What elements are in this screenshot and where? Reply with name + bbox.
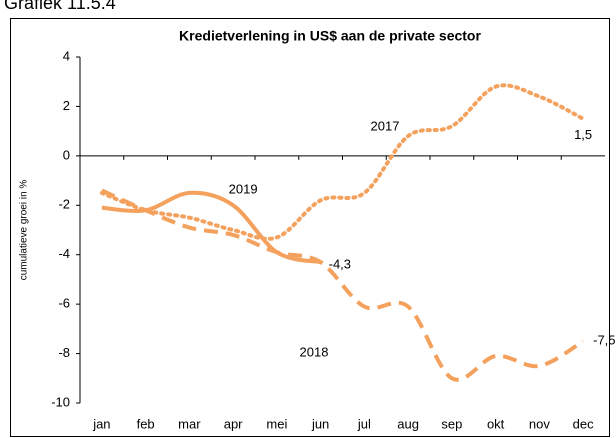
- x-tick-label: sep: [441, 416, 462, 431]
- y-tick-label: 2: [63, 98, 70, 113]
- value-label: -4,3: [329, 257, 351, 272]
- x-tick-label: jan: [92, 416, 110, 431]
- x-tick-label: aug: [397, 416, 419, 431]
- chart-frame: [10, 18, 610, 437]
- value-label: -7,5: [593, 333, 615, 348]
- x-tick-label: mar: [178, 416, 201, 431]
- line-dotted: [99, 83, 586, 241]
- y-tick-label: 0: [63, 147, 70, 162]
- y-tick-label: -10: [51, 394, 70, 409]
- caption: Grafiek 11.5.4: [4, 0, 116, 13]
- x-tick-label: apr: [224, 416, 243, 431]
- x-tick-label: dec: [573, 416, 594, 431]
- x-tick-label: jul: [357, 416, 371, 431]
- x-tick-label: okt: [487, 416, 505, 431]
- series-label: 2019: [229, 181, 258, 196]
- y-tick-label: -4: [58, 246, 70, 261]
- x-tick-label: mei: [266, 416, 287, 431]
- x-tick-label: nov: [529, 416, 550, 431]
- y-tick-label: -2: [58, 197, 70, 212]
- y-axis-label: cumulatieve groei in %: [19, 180, 30, 281]
- chart-title: Kredietverlening in US$ aan de private s…: [179, 28, 481, 44]
- line-dashed: [101, 188, 585, 382]
- y-tick-label: 4: [63, 48, 70, 63]
- y-tick-label: -8: [58, 345, 70, 360]
- x-tick-label: feb: [137, 416, 155, 431]
- value-label: 1,5: [574, 127, 592, 142]
- series-label: 2018: [300, 344, 329, 359]
- series-label: 2017: [371, 118, 400, 133]
- y-tick-label: -6: [58, 296, 70, 311]
- x-tick-label: jun: [311, 416, 329, 431]
